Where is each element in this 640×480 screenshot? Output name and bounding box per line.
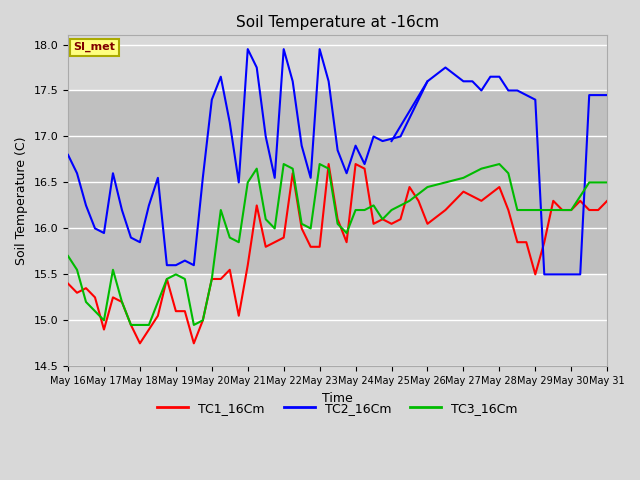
Text: SI_met: SI_met [74,42,115,52]
X-axis label: Time: Time [322,392,353,405]
Title: Soil Temperature at -16cm: Soil Temperature at -16cm [236,15,439,30]
Legend: TC1_16Cm, TC2_16Cm, TC3_16Cm: TC1_16Cm, TC2_16Cm, TC3_16Cm [152,396,523,420]
Y-axis label: Soil Temperature (C): Soil Temperature (C) [15,137,28,265]
Bar [68,91,607,275]
